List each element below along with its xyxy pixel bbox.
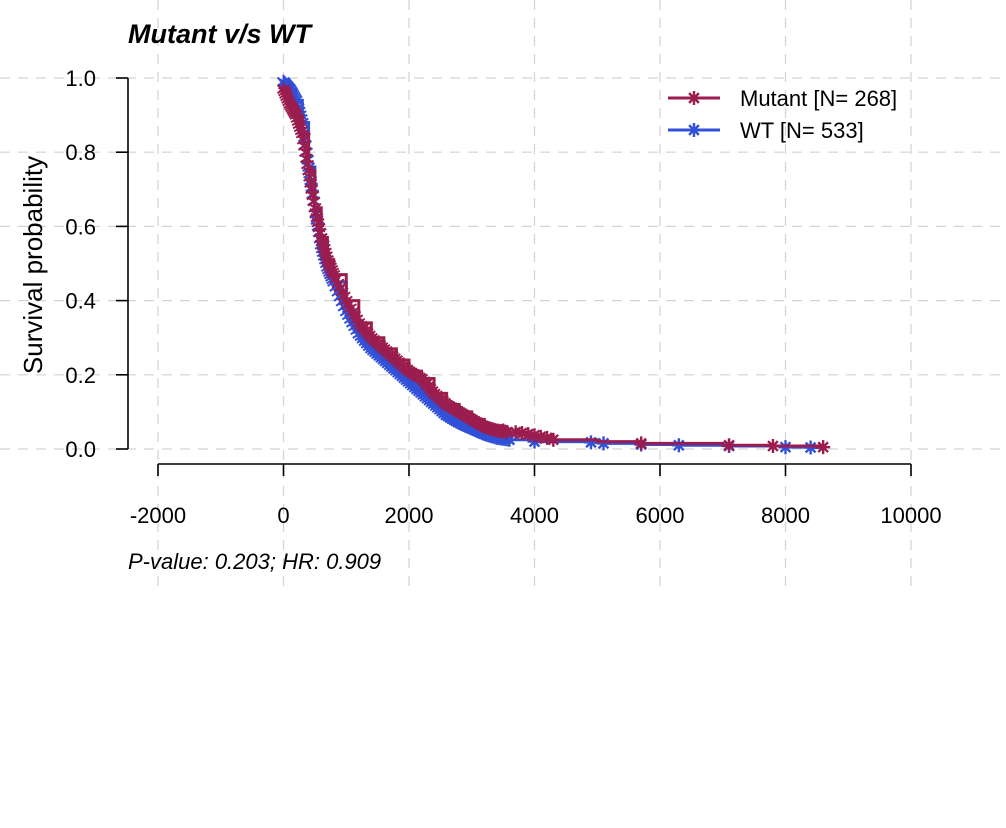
legend-label-0: Mutant [N= 268] (740, 86, 897, 111)
x-tick-label-2: 2000 (385, 503, 434, 528)
x-tick-label-4: 6000 (636, 503, 685, 528)
legend-item-0: Mutant [N= 268] (668, 86, 897, 111)
censor-point-0-11 (816, 440, 831, 455)
censor-point-0-4 (527, 428, 542, 443)
censor-point-1-3 (596, 436, 611, 451)
x-tick-label-6: 10000 (880, 503, 941, 528)
y-tick-label-4: 0.8 (65, 140, 96, 165)
censor-point-0-7 (546, 432, 561, 447)
censor-point-0-10 (765, 439, 780, 454)
x-tick-label-5: 8000 (761, 503, 810, 528)
censor-point-0-8 (634, 436, 649, 451)
x-tick-label-0: -2000 (130, 503, 186, 528)
legend-marker-1 (687, 123, 701, 137)
axis-layer: 0.0 0.2 0.4 0.6 0.8 1.0 -2000 0 2000 4000 6000 8000… (65, 66, 941, 528)
y-tick-label-1: 0.2 (65, 363, 96, 388)
statistics-annotation: P-value: 0.203; HR: 0.909 (128, 549, 381, 574)
series-layer (276, 74, 831, 455)
legend-label-1: WT [N= 533] (740, 118, 864, 143)
x-tick-label-1: 0 (277, 503, 289, 528)
censor-point-0-0 (496, 423, 511, 438)
grid-layer (0, 0, 1006, 592)
y-tick-label-0: 0.0 (65, 437, 96, 462)
y-tick-label-5: 1.0 (65, 66, 96, 91)
chart-title: Mutant v/s WT (128, 19, 313, 49)
y-axis-label: Survival probability (18, 156, 48, 374)
y-tick-label-2: 0.4 (65, 289, 96, 314)
series-0 (276, 82, 831, 455)
censor-point-1-0 (502, 432, 517, 447)
legend: Mutant [N= 268] WT [N= 533] (668, 86, 897, 143)
censor-point-0-9 (722, 438, 737, 453)
y-tick-label-3: 0.6 (65, 214, 96, 239)
legend-marker-0 (687, 91, 701, 105)
legend-item-1: WT [N= 533] (668, 118, 864, 143)
censor-point-0-6 (540, 430, 555, 445)
censor-point-1-2 (583, 435, 598, 450)
censor-point-1-5 (671, 438, 686, 453)
series-dense-marks-0 (276, 82, 514, 439)
x-tick-label-3: 4000 (510, 503, 559, 528)
